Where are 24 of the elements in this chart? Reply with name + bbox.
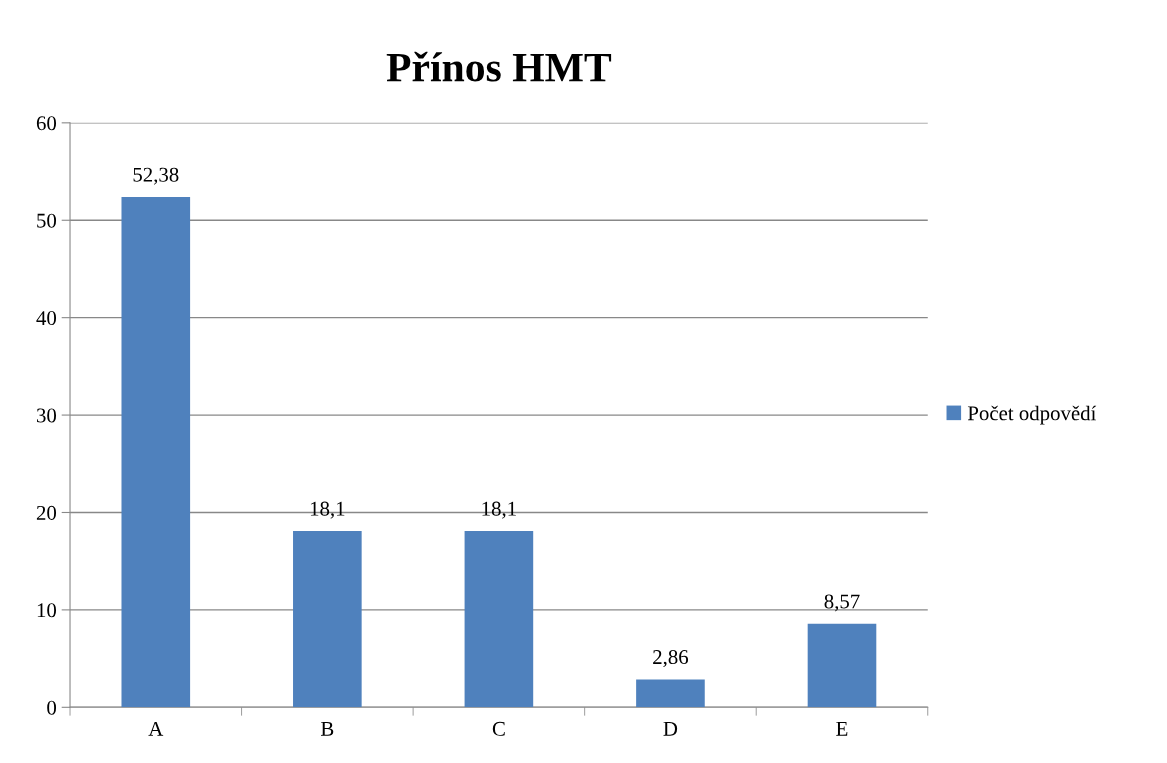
x-tick-label: B [320,722,334,736]
bar [121,197,191,708]
x-tick-label: C [492,721,505,736]
chart-title: Přínos HMT [386,51,612,82]
bar [807,623,877,708]
y-tick-label: 40 [36,311,57,326]
data-label: 8,57 [824,594,860,612]
data-label: 18,1 [482,501,516,519]
y-tick-label: 50 [37,213,57,228]
data-label: 52,38 [133,167,179,185]
x-tick-label: E [836,722,848,736]
data-label: 2,86 [653,650,689,668]
x-tick-label: A [148,721,164,736]
bar [464,530,534,708]
y-tick-label: 0 [47,700,57,715]
y-tick-label: 20 [36,505,57,520]
data-label: 18,1 [310,501,345,519]
bar [293,530,362,708]
legend-label: Počet odpovědí [967,405,1097,425]
y-tick-label: 30 [36,408,57,423]
y-tick-label: 10 [37,603,57,618]
x-tick-label: D [663,722,678,736]
y-tick-label: 60 [36,116,57,131]
bar [636,679,705,708]
